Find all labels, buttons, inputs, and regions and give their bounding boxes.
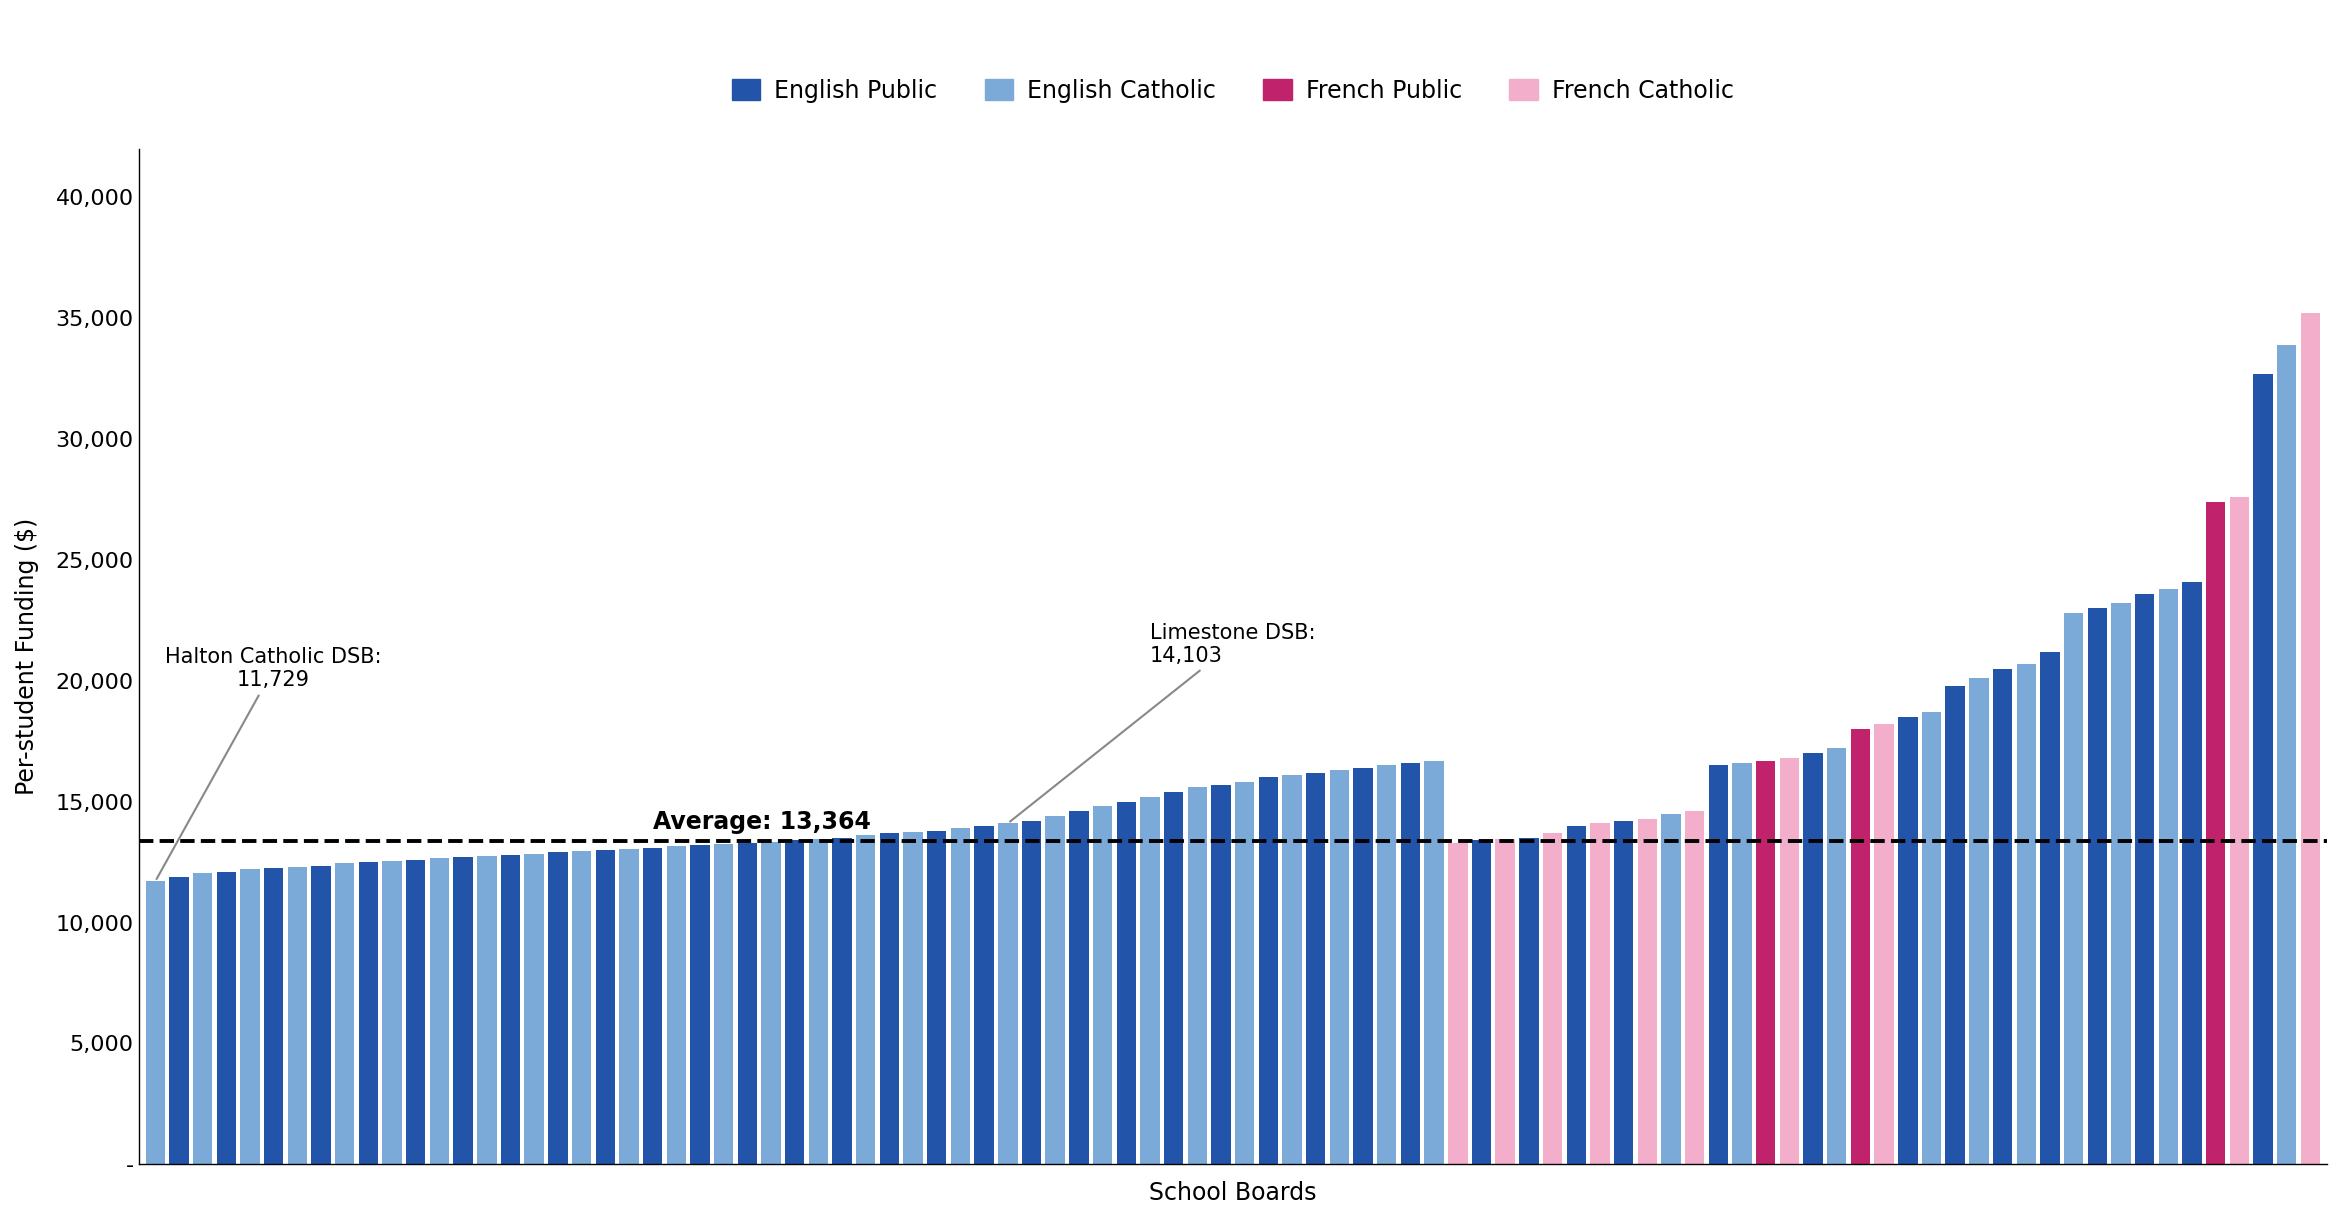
Bar [2159,589,2178,1164]
Bar [1094,806,1112,1164]
Bar [738,843,756,1164]
Bar [145,881,164,1164]
Bar [785,841,803,1164]
Bar [169,877,190,1164]
Bar [192,874,213,1164]
Bar [904,832,923,1164]
Bar [2063,612,2084,1164]
Bar [1543,833,1562,1164]
Bar [1471,841,1492,1164]
Bar [2276,344,2298,1164]
Bar [1307,772,1326,1164]
Bar [2300,314,2321,1164]
Bar [1897,717,1918,1164]
Bar [1234,782,1255,1164]
Bar [478,856,497,1164]
Bar [1874,725,1895,1164]
Bar [311,866,330,1164]
Bar [1970,678,1988,1164]
Bar [1684,811,1705,1164]
Bar [1187,787,1206,1164]
Bar [1614,821,1632,1164]
Bar [1520,838,1539,1164]
Bar [525,854,543,1164]
Bar [1258,777,1279,1164]
Y-axis label: Per-student Funding ($): Per-student Funding ($) [14,518,40,795]
Bar [1211,784,1230,1164]
Bar [1447,843,1468,1164]
Bar [2253,373,2272,1164]
Bar [382,861,403,1164]
Bar [691,845,710,1164]
Bar [642,848,663,1164]
Bar [1850,730,1871,1164]
Bar [1045,816,1066,1164]
Bar [1164,792,1183,1164]
Bar [2110,604,2131,1164]
Bar [1946,686,1965,1164]
Bar [881,833,899,1164]
Bar [2230,497,2248,1164]
Bar [1827,748,1845,1164]
X-axis label: School Boards: School Boards [1150,1181,1316,1205]
Bar [1354,767,1372,1164]
Bar [831,838,852,1164]
Bar [1637,819,1658,1164]
Bar [808,839,829,1164]
Text: Average: 13,364: Average: 13,364 [653,810,871,834]
Bar [1803,753,1822,1164]
Bar [241,870,260,1164]
Bar [1710,765,1728,1164]
Bar [1070,811,1089,1164]
Bar [571,852,590,1164]
Bar [1590,824,1609,1164]
Bar [1993,669,2012,1164]
Bar [1330,770,1349,1164]
Bar [288,867,307,1164]
Bar [2087,609,2108,1164]
Bar [1780,758,1799,1164]
Bar [335,864,354,1164]
Bar [1401,762,1419,1164]
Bar [1141,797,1159,1164]
Bar [667,847,686,1164]
Bar [2136,594,2155,1164]
Bar [1424,760,1445,1164]
Bar [595,850,616,1164]
Bar [1660,814,1682,1164]
Bar [1283,775,1302,1164]
Bar [1567,826,1586,1164]
Bar [501,855,520,1164]
Bar [265,869,283,1164]
Bar [215,872,237,1164]
Bar [454,858,473,1164]
Bar [927,831,946,1164]
Bar [2040,651,2059,1164]
Bar [2206,501,2225,1164]
Bar [974,826,993,1164]
Bar [1021,821,1042,1164]
Bar [998,824,1016,1164]
Bar [1733,762,1752,1164]
Legend: English Public, English Catholic, French Public, French Catholic: English Public, English Catholic, French… [721,70,1742,112]
Bar [761,842,780,1164]
Bar [2016,664,2035,1164]
Bar [618,849,639,1164]
Bar [714,844,733,1164]
Bar [1117,802,1136,1164]
Bar [358,863,377,1164]
Bar [548,853,567,1164]
Bar [1756,760,1775,1164]
Bar [429,859,450,1164]
Bar [2183,582,2201,1164]
Text: Halton Catholic DSB:
11,729: Halton Catholic DSB: 11,729 [157,647,382,878]
Bar [1497,839,1515,1164]
Bar [951,828,970,1164]
Bar [857,836,876,1164]
Bar [405,860,426,1164]
Bar [1377,765,1396,1164]
Bar [1923,712,1942,1164]
Text: Limestone DSB:
14,103: Limestone DSB: 14,103 [1009,623,1316,821]
